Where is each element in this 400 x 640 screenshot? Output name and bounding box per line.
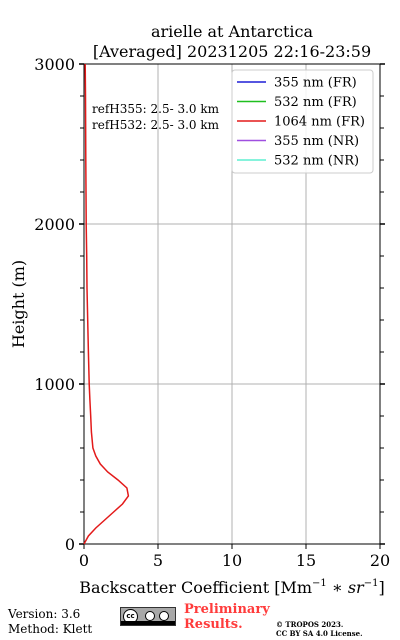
x-tick-label: 15 (296, 551, 316, 570)
y-tick-label: 3000 (34, 55, 75, 74)
reference-height-annotation: refH532: 2.5- 3.0 km (92, 118, 220, 132)
legend-label: 532 nm (NR) (274, 154, 359, 169)
series-line (83, 63, 130, 545)
x-tick-label: 10 (222, 551, 242, 570)
legend-label: 355 nm (NR) (274, 134, 359, 149)
legend: 355 nm (FR) 532 nm (FR) 1064 nm (FR) 355 nm… (231, 69, 374, 174)
cc-license-badge: cc (120, 607, 176, 626)
chart-title-line2: [Averaged] 20231205 22:16-23:59 (92, 42, 372, 61)
copyright-text: © TROPOS 2023. (276, 620, 344, 629)
results-label: Results. (184, 617, 243, 632)
x-axis-label: Backscatter Coefficient [Mm−1 ∗ sr−1] (79, 578, 384, 597)
reference-height-annotation: refH355: 2.5- 3.0 km (92, 102, 220, 116)
y-tick-label: 2000 (34, 215, 75, 234)
version-text: Version: 3.6 (8, 607, 81, 621)
legend-box (231, 69, 374, 174)
sa-icon (159, 611, 169, 621)
annotations: refH355: 2.5- 3.0 km refH532: 2.5- 3.0 km (92, 102, 220, 132)
y-axis-label: Height (m) (9, 260, 28, 348)
legend-label: 532 nm (FR) (274, 95, 357, 110)
by-icon (145, 611, 155, 621)
method-text: Method: Klett (8, 622, 93, 636)
series-lines (83, 63, 130, 545)
legend-label: 355 nm (FR) (274, 76, 357, 91)
ticks (79, 63, 385, 549)
x-axis-label-units: [Mm (274, 578, 312, 597)
x-axis-label-units-tail: sr (348, 578, 365, 597)
legend-label: 1064 nm (FR) (274, 115, 365, 130)
chart-title-line1: arielle at Antarctica (150, 22, 314, 41)
x-axis-label-text: Backscatter Coefficient (79, 578, 269, 597)
preliminary-label: Preliminary (184, 602, 270, 617)
y-tick-label: 1000 (34, 375, 75, 394)
tick-labels: 0 5 10 15 20 0 1000 2000 3000 (34, 55, 390, 570)
x-tick-label: 20 (370, 551, 390, 570)
x-tick-label: 0 (79, 551, 89, 570)
license-text: CC BY SA 4.0 License. (276, 629, 363, 638)
x-tick-label: 5 (153, 551, 163, 570)
y-tick-label: 0 (65, 535, 75, 554)
